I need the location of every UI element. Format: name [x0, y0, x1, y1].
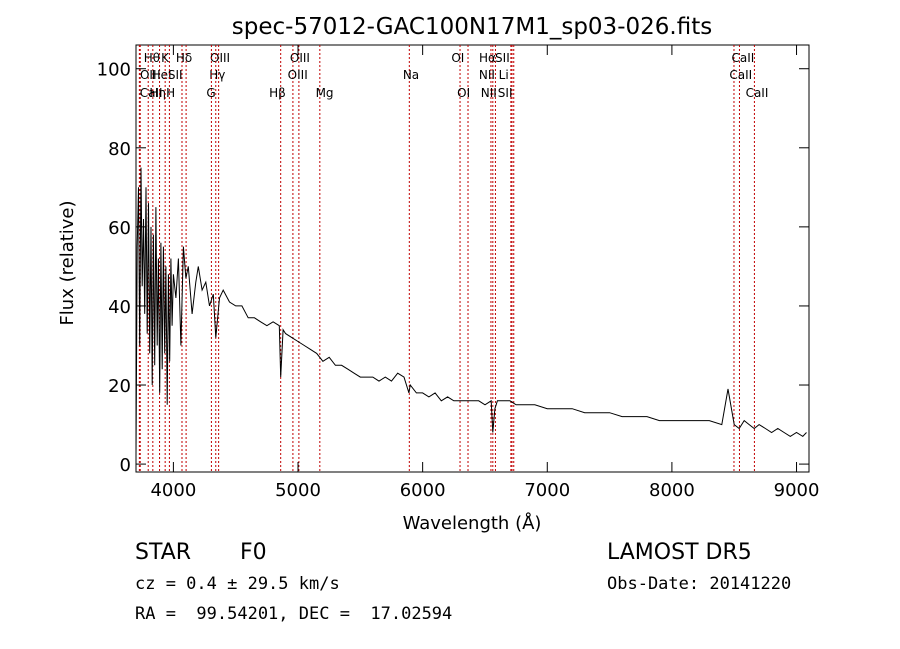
line-marker-label: Hδ [176, 51, 192, 65]
line-marker-label: Hη [149, 86, 166, 100]
line-marker-label: CaII [729, 68, 752, 82]
x-tick-label: 9000 [774, 480, 820, 501]
line-marker-label: G [206, 86, 215, 100]
line-marker-label: NII [481, 86, 497, 100]
y-tick-label: 60 [108, 218, 131, 239]
x-tick-label: 6000 [400, 480, 446, 501]
object-subclass: F0 [240, 540, 267, 565]
line-marker-label: Mg [316, 86, 334, 100]
redshift-text: cz = 0.4 ± 29.5 km/s [135, 574, 340, 594]
object-type: STAR [135, 540, 192, 565]
line-marker-label: Hγ [209, 68, 225, 82]
plot-frame [135, 44, 810, 473]
line-marker-label: SII [498, 86, 513, 100]
x-tick-label: 4000 [150, 480, 196, 501]
y-tick-label: 100 [97, 60, 131, 81]
line-marker-label: HeI [152, 68, 172, 82]
line-marker-label: Hα [479, 51, 496, 65]
x-tick-label: 8000 [649, 480, 695, 501]
line-marker-label: CaII [140, 86, 163, 100]
line-marker-label: SII [495, 51, 510, 65]
x-tick-label: 7000 [524, 480, 570, 501]
line-marker-label: Li [499, 68, 509, 82]
line-marker-label: OI [457, 86, 470, 100]
line-marker-label: NII [479, 68, 495, 82]
x-tick-label: 5000 [275, 480, 321, 501]
line-marker-label: Hβ [269, 86, 286, 100]
y-tick-label: 80 [108, 139, 131, 160]
chart-title: spec-57012-GAC100N17M1_sp03-026.fits [232, 14, 712, 40]
y-axis-label: Flux (relative) [57, 200, 78, 325]
coordinates-text: RA = 99.54201, DEC = 17.02594 [135, 604, 453, 624]
line-marker-label: SII [168, 68, 183, 82]
survey-name: LAMOST DR5 [607, 540, 752, 565]
y-tick-label: 20 [108, 376, 131, 397]
line-marker-label: OIII [290, 51, 310, 65]
spectrum-line [135, 167, 807, 457]
line-marker-label: OIII [210, 51, 230, 65]
line-marker-label: K [161, 51, 170, 65]
line-marker-label: OIII [288, 68, 308, 82]
x-axis-label: Wavelength (Å) [403, 512, 542, 534]
obs-date-text: Obs-Date: 20141220 [607, 574, 792, 594]
line-marker-label: Na [403, 68, 419, 82]
y-tick-label: 0 [120, 455, 131, 476]
line-marker-label: OI [451, 51, 464, 65]
line-marker-label: CaII [746, 86, 769, 100]
axis-ticks: 4000 5000 6000 7000 8000 9000 0 20 40 60 80 100 [97, 45, 820, 501]
line-marker-label: CaII [731, 51, 754, 65]
line-marker-label: Hθ [144, 51, 160, 65]
y-tick-label: 40 [108, 297, 131, 318]
line-marker-label: H [166, 86, 175, 100]
